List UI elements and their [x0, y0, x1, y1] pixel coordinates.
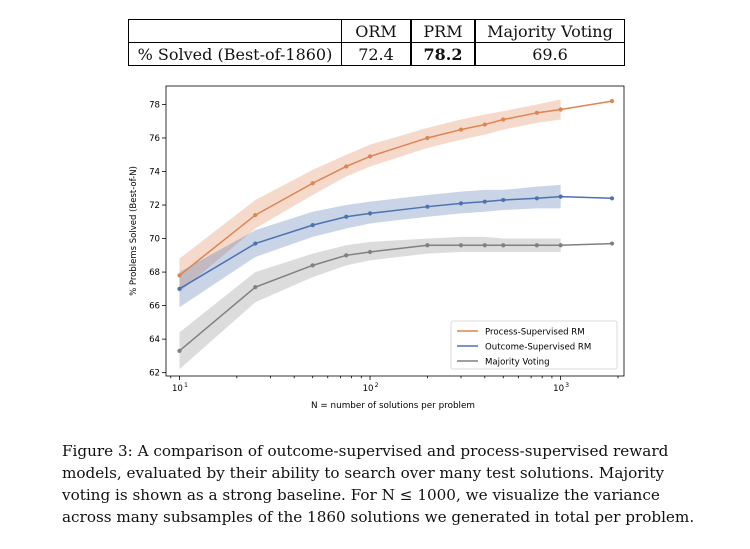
- data-point-majority-voting: [177, 348, 182, 353]
- data-point-process-supervised-rm: [425, 135, 430, 141]
- data-point-process-supervised-rm: [482, 122, 487, 127]
- data-point-outcome-supervised-rm: [482, 199, 487, 204]
- caption-line: across many subsamples of the 1860 solut…: [62, 508, 695, 526]
- y-tick-label: 78: [149, 100, 160, 110]
- data-point-process-supervised-rm: [177, 273, 182, 278]
- data-point-outcome-supervised-rm: [425, 204, 430, 209]
- data-point-process-supervised-rm: [458, 127, 464, 132]
- band-outcome-supervised-rm: [179, 184, 561, 308]
- table-header-prm: PRM: [410, 19, 476, 43]
- figure-caption: Figure 3: A comparison of outcome-superv…: [62, 440, 695, 528]
- series-line-outcome-supervised-rm: [179, 195, 613, 290]
- table-header-row: ORM PRM Majority Voting: [128, 19, 625, 43]
- y-tick-label: 70: [149, 235, 160, 245]
- y-tick-label: 66: [149, 302, 160, 312]
- y-tick-label: 72: [149, 201, 160, 211]
- data-point-process-supervised-rm: [534, 110, 539, 115]
- data-point-majority-voting: [344, 253, 349, 258]
- band-process-supervised-rm: [179, 99, 561, 293]
- legend-label-process: Process-Supervised RM: [485, 327, 585, 337]
- data-point-outcome-supervised-rm: [253, 241, 258, 246]
- data-point-majority-voting: [253, 285, 258, 290]
- table-cell-orm: 72.4: [341, 42, 412, 66]
- data-point-majority-voting: [458, 243, 464, 248]
- legend-box: [450, 320, 618, 370]
- y-tick-label: 64: [149, 335, 160, 345]
- table-header-majority-voting: Majority Voting: [474, 19, 625, 43]
- table-row-label: % Solved (Best-of-1860): [128, 42, 342, 66]
- data-point-outcome-supervised-rm: [458, 201, 464, 206]
- legend: Process-Supervised RM Outcome-Supervised…: [450, 320, 618, 370]
- caption-line: models, evaluated by their ability to se…: [62, 464, 665, 482]
- table-row: % Solved (Best-of-1860) 72.4 78.2 69.6: [128, 42, 625, 66]
- series-line-majority-voting: [178, 242, 613, 352]
- data-point-majority-voting: [425, 243, 430, 248]
- series-lines: [178, 100, 613, 352]
- y-tick-label: 74: [149, 167, 160, 177]
- table-cell-prm: 78.2: [410, 42, 476, 66]
- legend-label-majority: Majority Voting: [485, 357, 550, 367]
- caption-line: Figure 3: A comparison of outcome-superv…: [62, 442, 669, 460]
- data-point-majority-voting: [367, 249, 373, 255]
- data-point-outcome-supervised-rm: [534, 196, 539, 201]
- data-point-process-supervised-rm: [310, 181, 315, 186]
- y-tick-label: 62: [149, 369, 160, 379]
- band-majority-voting: [179, 236, 561, 370]
- data-point-process-supervised-rm: [344, 164, 349, 169]
- data-point-outcome-supervised-rm: [609, 196, 615, 201]
- data-point-outcome-supervised-rm: [344, 214, 349, 219]
- x-tick-label: 10: [363, 384, 374, 394]
- table-header-orm: ORM: [341, 19, 412, 43]
- series-line-process-supervised-rm: [178, 100, 613, 277]
- data-point-outcome-supervised-rm: [367, 211, 373, 216]
- x-tick-exponent: 2: [375, 382, 379, 389]
- data-point-majority-voting: [534, 243, 539, 248]
- x-axis: 10 1 10 2 10 3: [170, 376, 619, 394]
- data-point-majority-voting: [558, 243, 563, 248]
- table-header-empty: [128, 19, 342, 43]
- series-points: [177, 98, 615, 353]
- x-tick-exponent: 3: [565, 382, 569, 389]
- data-point-majority-voting: [310, 263, 315, 268]
- caption-line: voting is shown as a strong baseline. Fo…: [62, 486, 660, 504]
- y-axis-label: % Problems Solved (Best-of-N): [129, 166, 139, 296]
- results-table: ORM PRM Majority Voting % Solved (Best-o…: [128, 19, 625, 66]
- data-point-majority-voting: [609, 241, 615, 246]
- data-point-process-supervised-rm: [609, 98, 615, 104]
- data-point-majority-voting: [501, 243, 506, 248]
- data-point-majority-voting: [482, 243, 487, 248]
- variance-bands: [179, 99, 561, 370]
- plot-frame: [165, 85, 625, 377]
- data-point-outcome-supervised-rm: [558, 194, 563, 199]
- data-point-process-supervised-rm: [501, 117, 506, 122]
- table-cell-majority-voting: 69.6: [474, 42, 625, 66]
- x-axis-label: N = number of solutions per problem: [311, 401, 475, 411]
- data-point-process-supervised-rm: [253, 212, 258, 218]
- legend-label-outcome: Outcome-Supervised RM: [485, 342, 591, 352]
- data-point-process-supervised-rm: [558, 107, 563, 112]
- data-point-process-supervised-rm: [367, 154, 373, 159]
- x-tick-label: 10: [172, 384, 183, 394]
- x-tick-exponent: 1: [184, 382, 188, 389]
- y-tick-label: 76: [149, 134, 160, 144]
- data-point-outcome-supervised-rm: [310, 223, 315, 228]
- data-point-outcome-supervised-rm: [501, 197, 506, 203]
- data-point-outcome-supervised-rm: [177, 286, 182, 291]
- y-tick-label: 68: [149, 268, 160, 278]
- y-axis: 62 64 66 68 70 72 74 76 78: [149, 100, 166, 379]
- x-tick-label: 10: [553, 384, 564, 394]
